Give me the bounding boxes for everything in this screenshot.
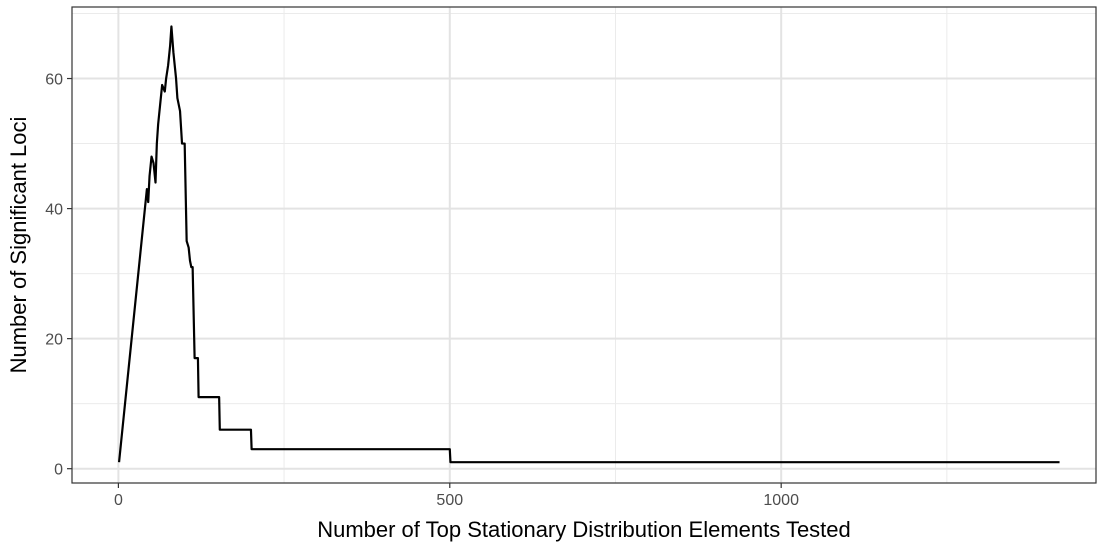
x-tick-label: 500 — [436, 492, 463, 509]
plot-panel-border — [71, 6, 1097, 484]
y-tick-label: 40 — [45, 202, 63, 219]
y-axis-ticks: 0 20 40 60 — [45, 72, 72, 479]
minor-gridlines — [72, 7, 1096, 483]
y-axis-title: Number of Significant Loci — [6, 117, 31, 374]
x-axis-title: Number of Top Stationary Distribution El… — [317, 517, 851, 542]
x-tick-label: 0 — [114, 492, 123, 509]
y-tick-label: 20 — [45, 332, 63, 349]
y-tick-label: 0 — [54, 462, 63, 479]
x-axis-ticks: 0 500 1000 — [114, 483, 799, 509]
x-tick-label: 1000 — [763, 492, 799, 509]
series-line-significant-loci — [117, 25, 1060, 464]
y-tick-label: 60 — [45, 72, 63, 89]
major-gridlines — [72, 7, 1096, 483]
